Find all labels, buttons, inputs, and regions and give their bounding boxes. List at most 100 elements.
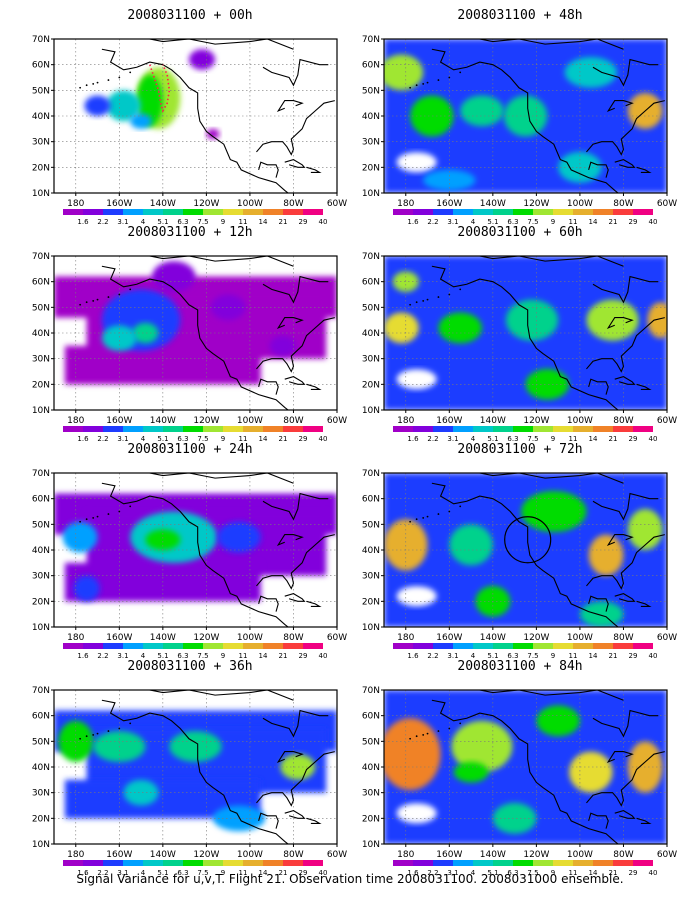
variance-contour [151,261,196,292]
lat-label: 10N [362,623,380,633]
island [129,71,132,74]
colorbar-label: 7.5 [197,869,208,877]
island [79,303,82,306]
coastline [258,378,279,395]
lon-label: 100W [567,633,593,643]
colorbar-swatch [83,643,103,649]
map-panel: 2008031100 + 00h 10N 20N 30N 40N 50N 60N 70N 180… [20,8,360,226]
colorbar-label: 21 [279,652,288,660]
colorbar-label: 1.6 [407,218,419,226]
coastline [431,48,619,193]
colorbar-label: 6.3 [177,218,188,226]
colorbar-swatch [393,643,413,649]
lat-label: 40N [362,329,380,339]
colorbar-label: 11 [239,435,248,443]
colorbar-label: 1.6 [77,652,89,660]
colorbar-label: 14 [589,435,598,443]
colorbar-label: 7.5 [197,218,208,226]
colorbar-label: 5.1 [487,218,498,226]
coastline [614,159,636,168]
lon-label: 60W [327,199,347,209]
island [437,730,440,732]
lon-label: 180 [397,416,414,426]
colorbar-label: 40 [649,218,658,226]
colorbar-swatch [123,643,143,649]
lat-label: 30N [362,138,380,148]
colorbar-swatch [103,643,123,649]
lon-label: 100W [567,850,593,860]
variance-contour [384,54,424,91]
colorbar-label: 11 [569,435,578,443]
colorbar-swatch [283,426,303,432]
lon-label: 60W [327,850,347,860]
colorbar-swatch [433,643,453,649]
variance-contour [145,529,181,550]
island [459,71,462,74]
colorbar-swatch [473,860,493,866]
colorbar-swatch [433,209,453,215]
coastline [101,699,289,844]
island [107,296,110,298]
lon-label: 140W [480,199,506,209]
low-variance-area [396,803,437,824]
lon-label: 80W [613,416,633,426]
island [92,83,95,85]
colorbar-swatch [123,426,143,432]
colorbar-swatch [263,426,283,432]
island [415,518,418,521]
coastline [476,473,624,484]
colorbar-swatch [183,209,203,215]
island [107,730,110,732]
variance-contour [269,335,296,357]
colorbar-label: 29 [299,435,308,443]
colorbar-swatch [633,209,653,215]
colorbar-label: 2.2 [427,435,438,443]
colorbar-label: 21 [609,869,618,877]
colorbar-swatch [143,643,163,649]
colorbar-swatch [63,426,83,432]
variance-contour [188,49,216,70]
colorbar-swatch [593,426,613,432]
lat-label: 20N [32,380,50,390]
lon-label: 180 [67,850,84,860]
lon-label: 140W [150,633,176,643]
colorbar-label: 2.2 [427,652,438,660]
lat-label: 40N [362,763,380,773]
coastline [586,534,665,590]
coastline [284,159,306,168]
flight-track [149,64,171,113]
variance-contour [410,95,454,137]
colorbar-swatch [223,426,243,432]
coastline [284,593,306,602]
variance-map: 10N 20N 30N 40N 50N 60N 70N 180 160W 140W 120W 100W… [32,686,347,877]
island [422,517,425,519]
colorbar-label: 2.2 [427,218,438,226]
colorbar-label: 3.1 [117,652,128,660]
island [422,83,425,85]
lat-label: 70N [362,469,380,479]
colorbar-swatch [283,643,303,649]
colorbar-label: 4 [141,218,146,226]
colorbar-swatch [613,209,633,215]
variance-contour [384,312,419,344]
colorbar-swatch [573,860,593,866]
colorbar-swatch [123,209,143,215]
map-panel: 2008031100 + 36h 10N 20N 30N 40N 50N 60N 70N 180… [20,659,360,877]
island [85,518,88,521]
colorbar-swatch [63,643,83,649]
island [79,520,82,523]
variance-contour [579,601,624,627]
colorbar-swatch [553,643,573,649]
colorbar-label: 3.1 [447,869,458,877]
lat-label: 20N [32,597,50,607]
colorbar-label: 29 [629,652,638,660]
lon-label: 80W [283,850,303,860]
colorbar-swatch [223,860,243,866]
lon-label: 180 [67,199,84,209]
coastline [588,378,609,395]
lon-label: 100W [237,850,263,860]
island [437,296,440,298]
island [448,76,451,79]
lon-label: 140W [150,850,176,860]
coastline [256,317,335,373]
